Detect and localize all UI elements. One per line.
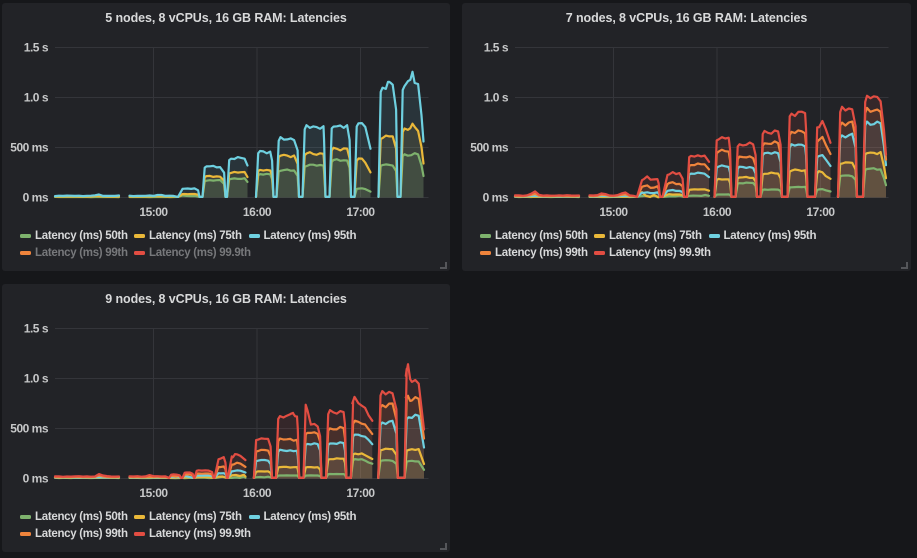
svg-text:500 ms: 500 ms: [470, 141, 509, 155]
svg-text:1.5 s: 1.5 s: [24, 41, 49, 55]
svg-text:15:00: 15:00: [139, 486, 168, 500]
svg-text:0 ms: 0 ms: [483, 191, 509, 205]
svg-text:15:00: 15:00: [139, 205, 168, 219]
svg-text:15:00: 15:00: [599, 205, 628, 219]
svg-text:1.0 s: 1.0 s: [24, 91, 49, 105]
svg-text:17:00: 17:00: [806, 205, 835, 219]
svg-text:16:00: 16:00: [243, 205, 272, 219]
svg-text:0 ms: 0 ms: [23, 191, 49, 205]
svg-text:1.5 s: 1.5 s: [24, 322, 49, 336]
svg-text:17:00: 17:00: [346, 205, 375, 219]
svg-text:1.0 s: 1.0 s: [24, 372, 49, 386]
svg-text:0 ms: 0 ms: [23, 472, 49, 486]
svg-text:1.5 s: 1.5 s: [484, 41, 509, 55]
svg-text:16:00: 16:00: [703, 205, 732, 219]
svg-text:17:00: 17:00: [346, 486, 375, 500]
svg-text:500 ms: 500 ms: [10, 141, 49, 155]
svg-text:1.0 s: 1.0 s: [484, 91, 509, 105]
svg-text:16:00: 16:00: [243, 486, 272, 500]
svg-text:500 ms: 500 ms: [10, 422, 49, 436]
